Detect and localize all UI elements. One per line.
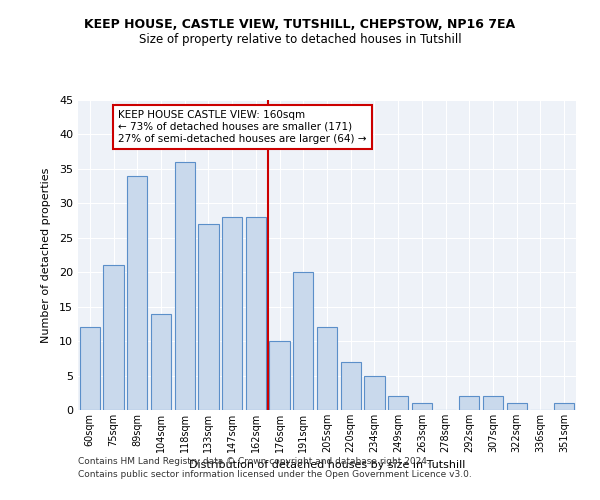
Text: Contains public sector information licensed under the Open Government Licence v3: Contains public sector information licen… <box>78 470 472 479</box>
Bar <box>341 362 361 410</box>
Bar <box>388 396 408 410</box>
Text: Size of property relative to detached houses in Tutshill: Size of property relative to detached ho… <box>139 32 461 46</box>
Bar <box>151 314 171 410</box>
Bar <box>222 217 242 410</box>
Bar <box>80 328 100 410</box>
Bar <box>293 272 313 410</box>
Text: KEEP HOUSE CASTLE VIEW: 160sqm
← 73% of detached houses are smaller (171)
27% of: KEEP HOUSE CASTLE VIEW: 160sqm ← 73% of … <box>118 110 367 144</box>
Bar <box>506 403 527 410</box>
Bar <box>412 403 432 410</box>
Bar <box>483 396 503 410</box>
Text: Contains HM Land Registry data © Crown copyright and database right 2024.: Contains HM Land Registry data © Crown c… <box>78 458 430 466</box>
Bar <box>127 176 148 410</box>
Bar <box>459 396 479 410</box>
Bar <box>364 376 385 410</box>
Bar <box>269 341 290 410</box>
Bar <box>199 224 218 410</box>
X-axis label: Distribution of detached houses by size in Tutshill: Distribution of detached houses by size … <box>189 460 465 470</box>
Text: KEEP HOUSE, CASTLE VIEW, TUTSHILL, CHEPSTOW, NP16 7EA: KEEP HOUSE, CASTLE VIEW, TUTSHILL, CHEPS… <box>85 18 515 30</box>
Bar <box>246 217 266 410</box>
Bar <box>175 162 195 410</box>
Y-axis label: Number of detached properties: Number of detached properties <box>41 168 50 342</box>
Bar <box>554 403 574 410</box>
Bar <box>317 328 337 410</box>
Bar <box>103 266 124 410</box>
